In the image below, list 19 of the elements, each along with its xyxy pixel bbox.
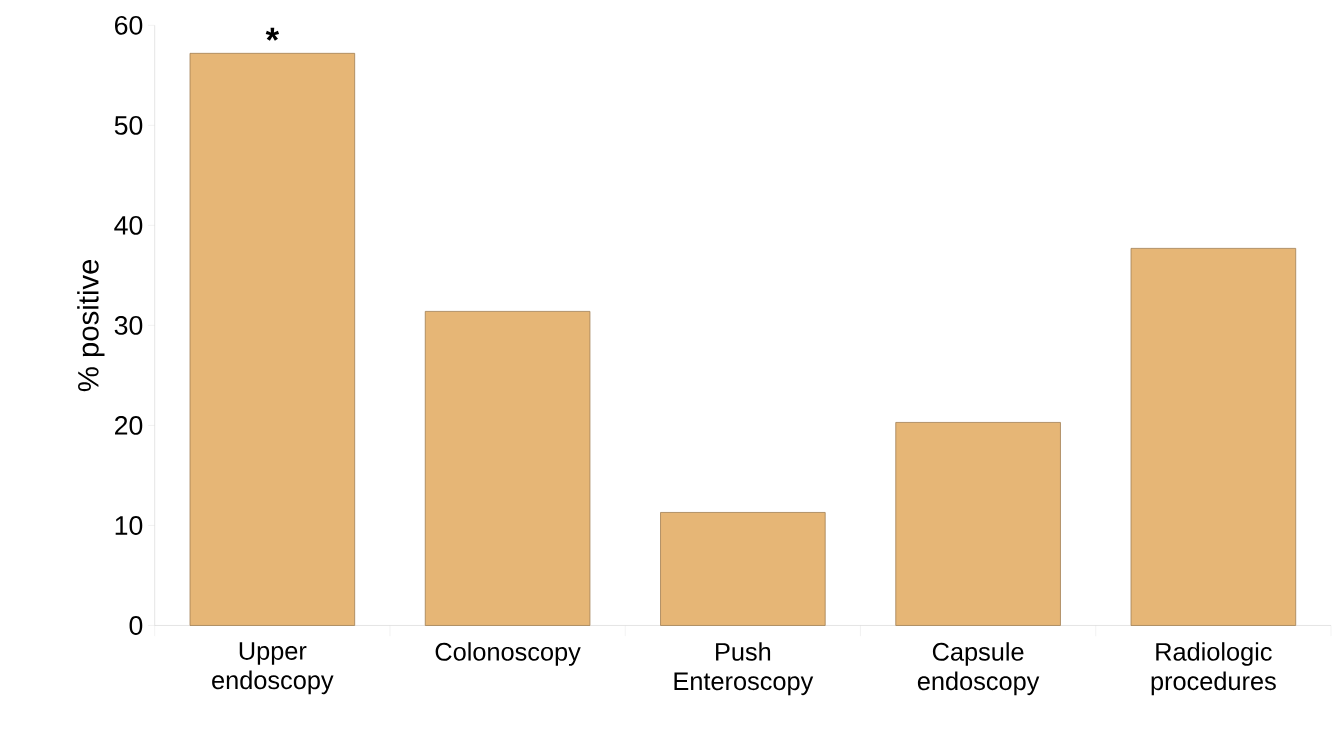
y-tick-label: 50 bbox=[114, 115, 143, 135]
x-tick-label: Colonoscopy bbox=[435, 642, 581, 666]
x-tick-label: Capsule endoscopy bbox=[917, 642, 1040, 696]
y-tick-label: 30 bbox=[114, 315, 143, 335]
y-tick-label: 40 bbox=[114, 215, 143, 235]
bar bbox=[1130, 247, 1297, 626]
x-tick-label: Push Enteroscopy bbox=[674, 642, 814, 696]
annotation: * bbox=[265, 27, 280, 41]
x-tick-label: Upper endoscopy bbox=[212, 642, 334, 695]
y-tick-label: 60 bbox=[115, 15, 143, 35]
bar bbox=[660, 511, 826, 626]
bar bbox=[895, 421, 1061, 626]
bar bbox=[189, 52, 356, 626]
y-tick-label: 10 bbox=[115, 515, 143, 535]
y-tick-label: 20 bbox=[115, 415, 143, 435]
x-tick-label: Radiologic procedures bbox=[1151, 642, 1276, 696]
bar bbox=[424, 310, 591, 626]
y-tick-label: 0 bbox=[129, 615, 143, 635]
y-axis-title: % positive bbox=[77, 259, 105, 392]
